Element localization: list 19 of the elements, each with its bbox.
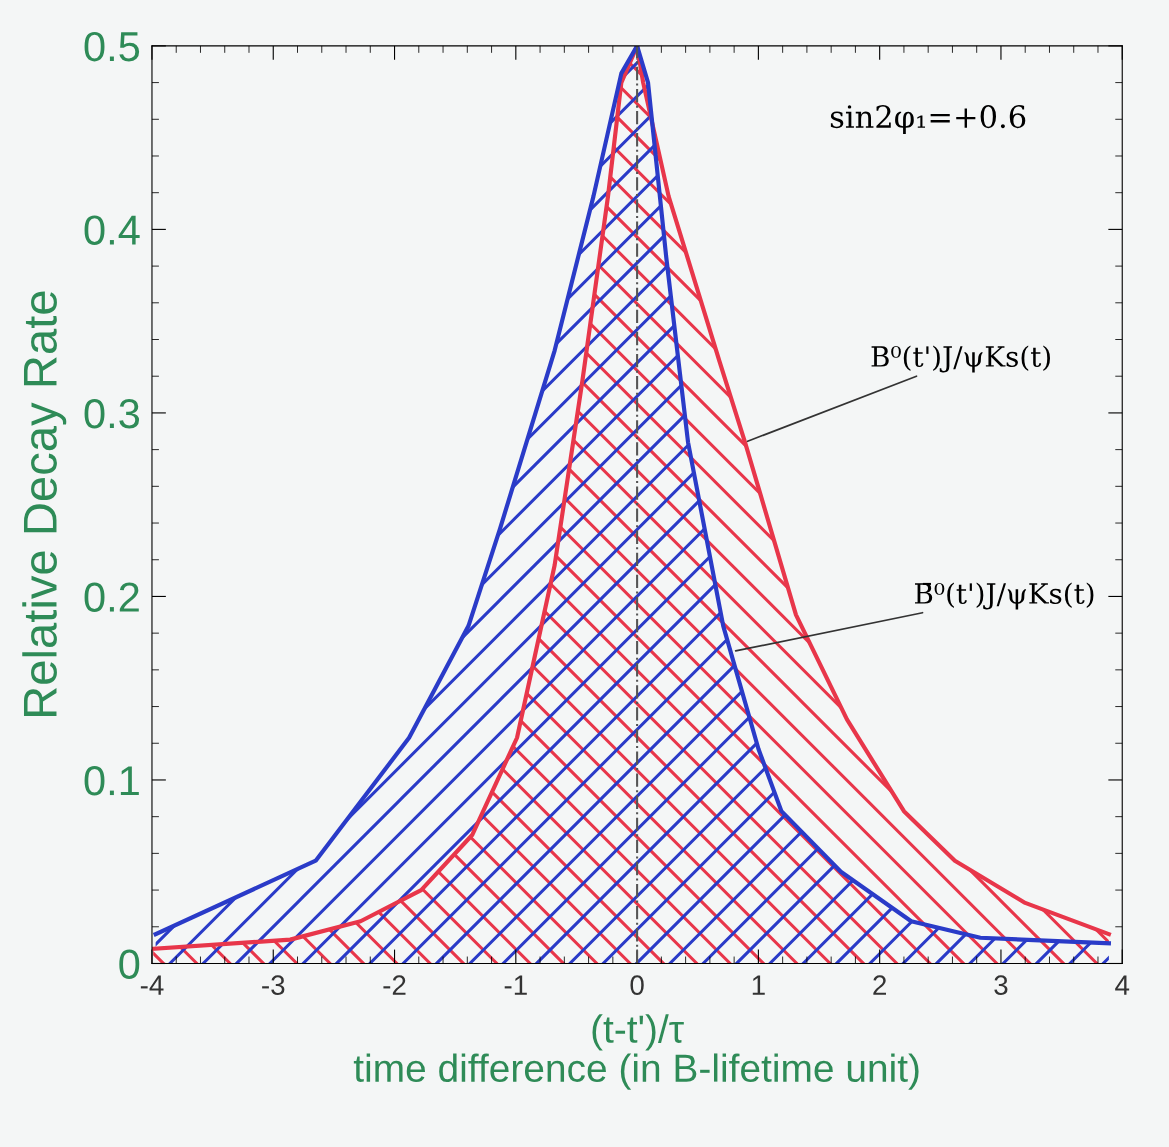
x-tick-label: 1 xyxy=(752,975,765,995)
annotation: sin2φ₁=+0.6 xyxy=(830,105,1026,135)
x-tick-label: 4 xyxy=(1115,975,1130,995)
y-axis-title: Relative Decay Rate xyxy=(22,291,67,717)
y-tick-label: 0.3 xyxy=(84,398,140,429)
x-tick-label: 0 xyxy=(630,975,644,995)
x-tick-label: -1 xyxy=(504,975,527,995)
y-tick-label: 0.2 xyxy=(84,582,139,612)
y-tick-label: 0.1 xyxy=(84,765,139,796)
x-tick-label: -3 xyxy=(262,975,285,995)
x-axis-title: (t-t')/τ time difference (in B-lifetime unit) xyxy=(353,1014,919,1090)
x-tick-label: -4 xyxy=(140,975,164,995)
y-tick-label: 0.4 xyxy=(84,215,140,245)
annotation: B⁰(t')J/ψKs(t) xyxy=(871,345,1050,373)
x-tick-label: 3 xyxy=(994,975,1008,995)
x-tick-label: -2 xyxy=(383,975,406,995)
x-tick-label: 2 xyxy=(873,975,886,995)
annotation: B̄⁰(t')J/ψKs(t) xyxy=(915,582,1094,610)
y-tick-label: 0.5 xyxy=(84,31,140,62)
